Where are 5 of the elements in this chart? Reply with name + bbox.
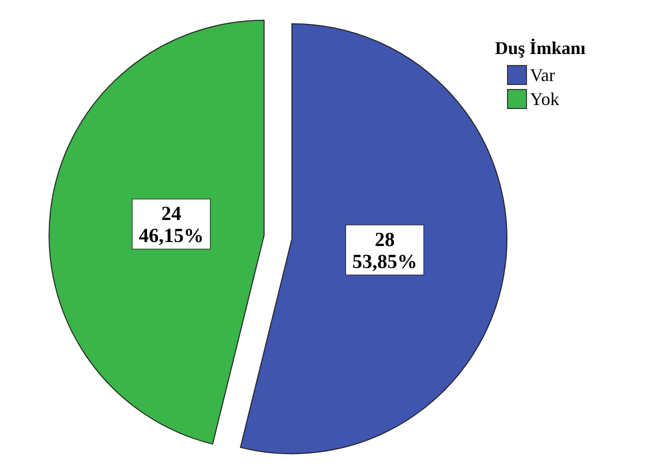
- data-label: 24 46,15%: [138, 203, 204, 248]
- legend-title: Duş İmkanı: [495, 38, 587, 59]
- data-label: 28 53,85%: [352, 228, 418, 273]
- legend-label: Var: [530, 64, 555, 86]
- legend-label: Yok: [530, 88, 560, 110]
